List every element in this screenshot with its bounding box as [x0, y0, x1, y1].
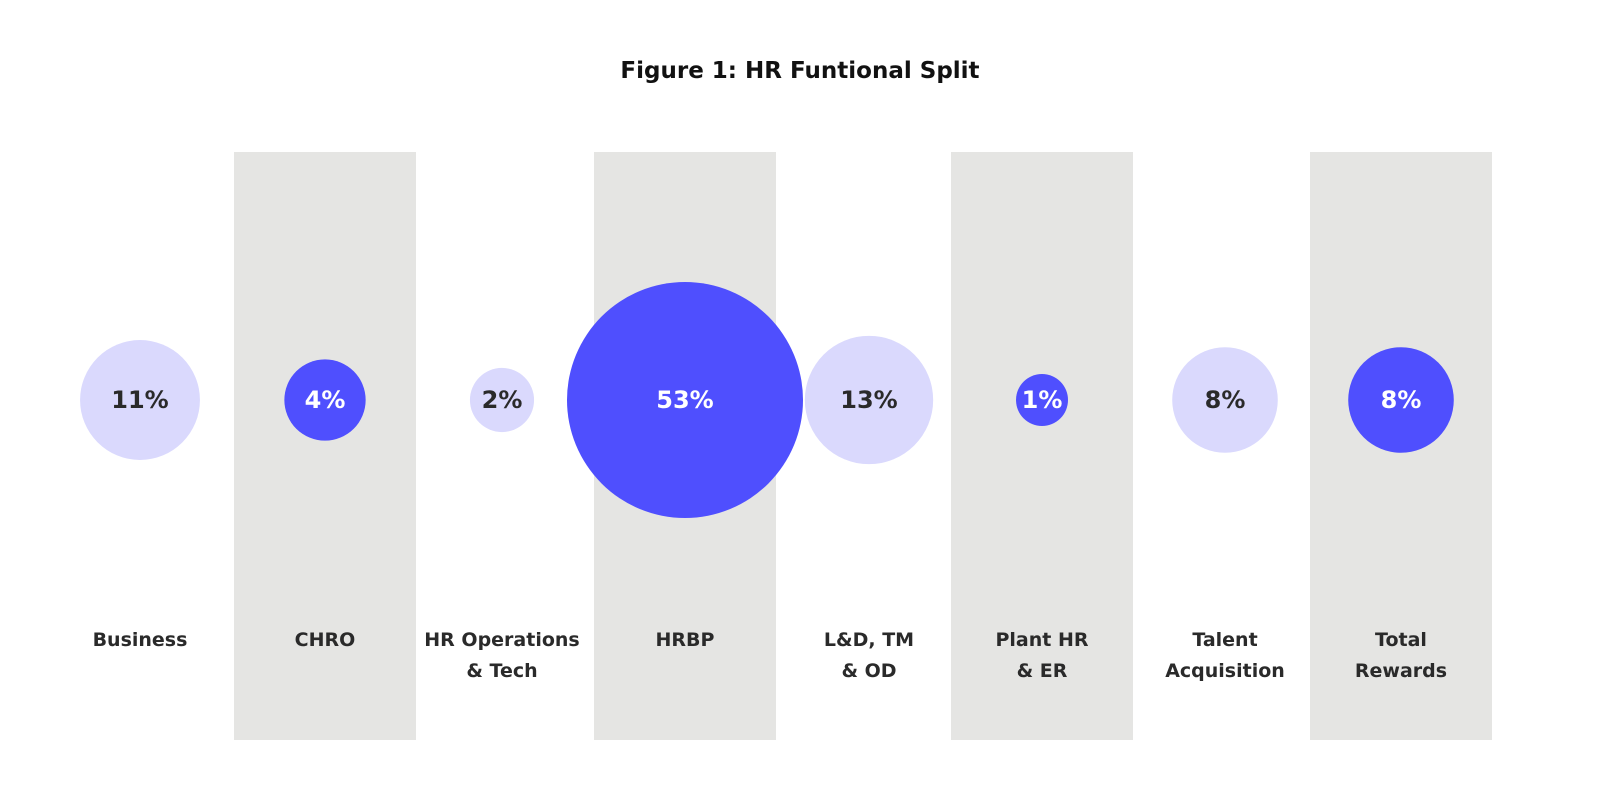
category-label: Business: [92, 629, 188, 651]
bubble: [566, 281, 804, 519]
bubble: [804, 335, 934, 465]
bubble: [284, 359, 366, 441]
chart-title: Figure 1: HR Funtional Split: [620, 58, 980, 84]
category-label: CHRO: [294, 629, 356, 651]
bubble-value-label: 2%: [482, 386, 523, 414]
bubble-value-label: 13%: [840, 386, 897, 414]
bubble: [1016, 374, 1068, 426]
bubble-value-label: 8%: [1205, 386, 1246, 414]
category-label: Talent Acquisition: [1165, 629, 1285, 682]
bubble-value-label: 8%: [1381, 386, 1422, 414]
bubble-value-label: 4%: [305, 386, 346, 414]
bubble-value-label: 53%: [656, 386, 713, 414]
column-band: [951, 152, 1133, 740]
category-label: L&D, TM & OD: [823, 629, 915, 682]
bubble-value-label: 1%: [1022, 386, 1063, 414]
bubble: [1348, 347, 1454, 453]
category-label: Total Rewards: [1354, 629, 1448, 682]
category-label: Plant HR & ER: [995, 629, 1089, 682]
bubble: [80, 340, 200, 460]
column-band: [234, 152, 416, 740]
category-label: HRBP: [655, 629, 715, 651]
bubble: [469, 367, 535, 433]
bubble-value-label: 11%: [111, 386, 168, 414]
category-label: HR Operations & Tech: [424, 629, 580, 682]
bubble: [1172, 347, 1278, 453]
